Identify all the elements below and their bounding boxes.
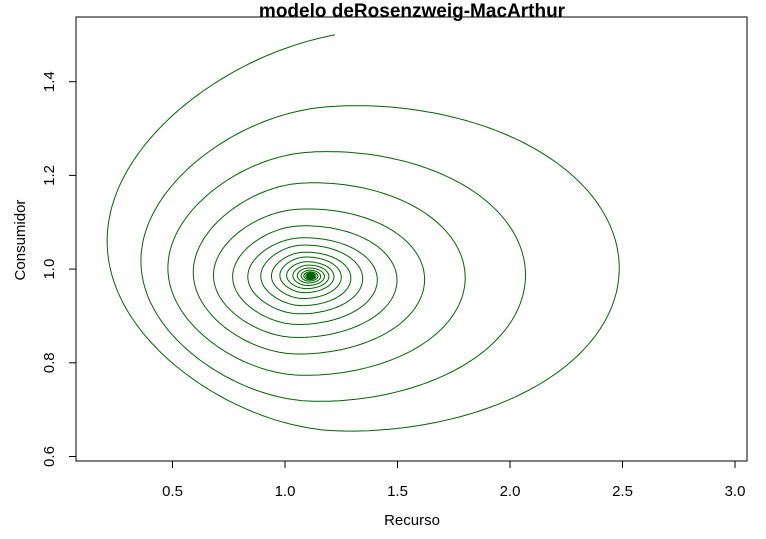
y-tick-label: 0.8 [41,352,58,373]
chart-title: modelo deRosenzweig-MacArthur [259,1,566,22]
y-tick-label: 1.4 [41,71,58,92]
x-tick-label: 0.5 [162,483,183,500]
x-tick-label: 1.5 [387,483,408,500]
plot-frame [75,16,748,462]
trajectory-series [106,34,620,432]
x-tick-label: 2.0 [500,483,521,500]
y-tick-label: 0.6 [41,446,58,467]
x-axis: 0.5 1.0 1.5 2.0 2.5 3.0 [162,460,746,500]
trajectory-line [106,34,620,432]
x-tick-label: 2.5 [612,483,633,500]
y-tick-label: 1.0 [41,259,58,280]
x-axis-label: Recurso [384,512,440,529]
y-axis: 0.6 0.8 1.0 1.2 1.4 [41,71,77,467]
y-tick-label: 1.2 [41,165,58,186]
y-axis-label: Consumidor [12,200,29,281]
equilibrium-point [306,272,315,281]
x-tick-label: 3.0 [725,483,746,500]
x-tick-label: 1.0 [275,483,296,500]
